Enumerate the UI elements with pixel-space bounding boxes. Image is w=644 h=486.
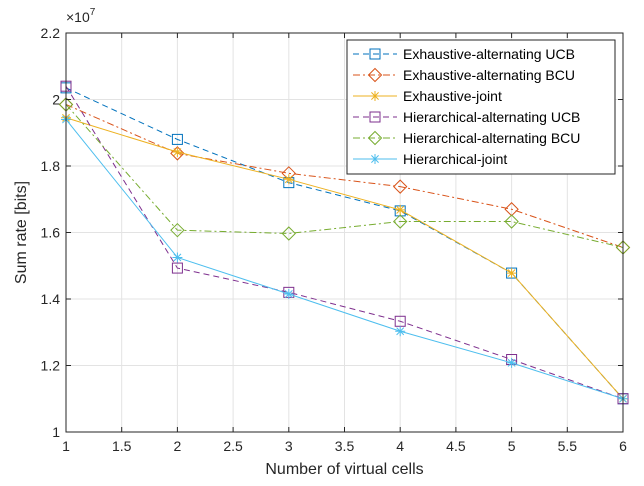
x-tick-label: 1.5 [112, 438, 132, 454]
legend-entry: Exhaustive-joint [353, 88, 502, 104]
data-point [506, 357, 517, 368]
legend-label: Exhaustive-joint [403, 88, 502, 104]
legend: Exhaustive-alternating UCB Exhaustive-alt… [346, 39, 616, 175]
x-tick-label: 4.5 [446, 438, 466, 454]
data-point [392, 179, 408, 194]
legend-marker [369, 111, 381, 123]
legend-marker [370, 154, 380, 164]
legend-entry: Hierarchical-alternating BCU [353, 130, 580, 146]
y-tick-label: 1.2 [41, 358, 61, 374]
legend-label: Hierarchical-alternating UCB [403, 109, 580, 125]
legend-marker [369, 48, 381, 60]
x-tick-label: 6 [619, 438, 627, 454]
y-tick-label: 1.6 [41, 225, 61, 241]
series-line [65, 104, 624, 248]
y-tick-label: 2.2 [41, 25, 61, 41]
x-tick-label: 4 [396, 438, 404, 454]
legend-entry: Exhaustive-alternating BCU [353, 67, 575, 83]
legend-box [346, 39, 616, 175]
legend-label: Exhaustive-alternating UCB [403, 46, 575, 62]
x-tick-label: 5 [508, 438, 516, 454]
data-point [172, 147, 183, 158]
legend-marker [367, 130, 383, 146]
series-line [65, 119, 624, 400]
legend-label: Hierarchical-alternating BCU [403, 130, 580, 146]
legend-marker [370, 91, 380, 101]
y-axis-title: Sum rate [bits] [13, 181, 30, 284]
data-point [283, 174, 294, 185]
data-point [171, 133, 183, 145]
y-tick-label: 2 [52, 92, 60, 108]
y-tick-labels: 1 1.2 1.4 1.6 1.8 2 2.2 [41, 25, 61, 440]
legend-entry: Hierarchical-joint [353, 151, 507, 167]
x-tick-label: 3 [285, 438, 293, 454]
data-point [283, 289, 294, 300]
data-point [170, 222, 185, 238]
data-point [506, 268, 517, 279]
legend-entry: Hierarchical-alternating UCB [353, 109, 580, 125]
data-point [281, 226, 297, 241]
legend-marker [367, 67, 383, 83]
y-tick-label: 1.4 [41, 291, 61, 307]
axis-ticks [65, 32, 624, 433]
data-point [395, 204, 406, 215]
series-line [65, 117, 624, 400]
data-point [395, 326, 406, 337]
x-tick-label: 2 [174, 438, 182, 454]
data-point [504, 214, 519, 229]
x-tick-label: 5.5 [558, 438, 578, 454]
data-point [171, 262, 183, 274]
x-tick-labels: 1 1.5 2 2.5 3 3.5 4 4.5 5 5.5 6 [62, 438, 627, 454]
y-tick-label: 1 [52, 424, 60, 440]
x-tick-label: 2.5 [223, 438, 243, 454]
x-axis-title: Number of virtual cells [265, 461, 423, 478]
x-tick-label: 3.5 [335, 438, 355, 454]
data-point [392, 214, 408, 229]
series-line [65, 104, 624, 248]
series-line [65, 85, 624, 400]
y-exponent-label: ×107 [66, 7, 96, 25]
legend-label: Hierarchical-joint [403, 151, 507, 167]
data-point [172, 252, 183, 263]
x-tick-label: 1 [62, 438, 70, 454]
y-tick-label: 1.8 [41, 158, 61, 174]
legend-entry: Exhaustive-alternating UCB [353, 46, 575, 62]
legend-label: Exhaustive-alternating BCU [403, 67, 575, 83]
